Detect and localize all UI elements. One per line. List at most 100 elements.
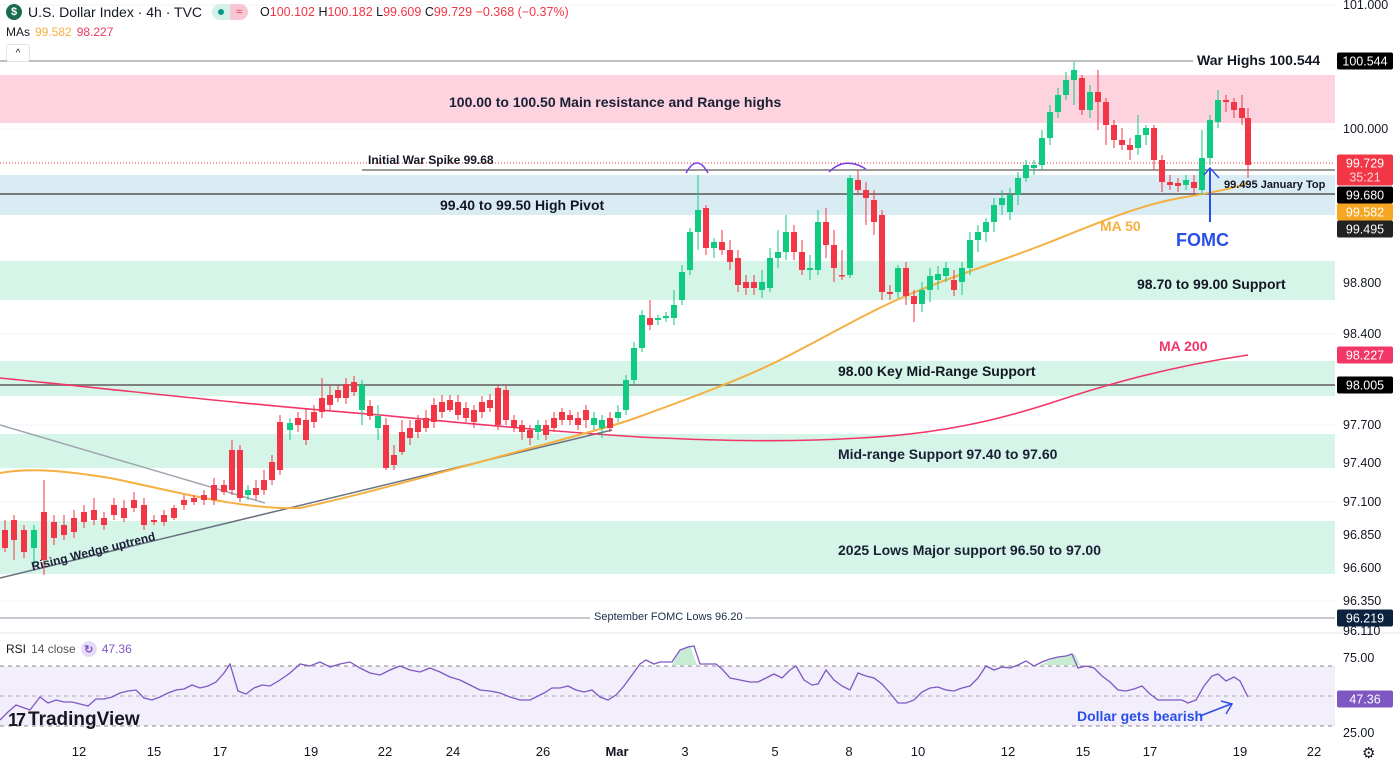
rsi-line xyxy=(0,645,1249,721)
candle xyxy=(439,402,445,412)
rsi-legend[interactable]: RSI 14 close ↻ 47.36 xyxy=(6,641,132,657)
candle xyxy=(799,252,805,270)
candle xyxy=(471,410,477,422)
candle xyxy=(1007,195,1013,212)
candle xyxy=(487,400,493,408)
symbol-title[interactable]: U.S. Dollar Index · 4h · TVC xyxy=(28,4,203,20)
candle xyxy=(1071,70,1077,80)
candle xyxy=(551,418,557,428)
price-tick: 96.110 xyxy=(1343,624,1381,638)
candle xyxy=(791,232,797,252)
time-tick: Mar xyxy=(605,744,629,759)
tradingview-logo[interactable]: 17 TradingView xyxy=(8,709,140,730)
support-zone-9870 xyxy=(0,261,1335,300)
candle xyxy=(495,388,501,425)
price-tick: 101.000 xyxy=(1343,0,1389,12)
candle xyxy=(91,510,97,520)
candle xyxy=(1239,108,1245,118)
main-resistance-zone xyxy=(0,75,1335,123)
candle xyxy=(455,402,461,415)
candle xyxy=(703,208,709,248)
time-tick: 19 xyxy=(1232,744,1248,759)
candle xyxy=(519,425,525,432)
candle xyxy=(855,180,861,190)
candle xyxy=(927,276,933,290)
time-tick: 12 xyxy=(1000,744,1016,759)
candle xyxy=(1151,128,1157,160)
candle xyxy=(743,282,749,288)
candle xyxy=(815,222,821,270)
candle xyxy=(863,190,869,198)
candle xyxy=(375,416,381,428)
candle xyxy=(527,430,533,438)
support-9870-label: 98.70 to 99.00 Support xyxy=(1137,276,1286,292)
candle xyxy=(287,423,293,430)
candle xyxy=(1063,80,1069,95)
candle xyxy=(11,520,17,540)
dollar-symbol-icon: $ xyxy=(6,4,22,20)
candle xyxy=(983,222,989,232)
main-resistance-label: 100.00 to 100.50 Main resistance and Ran… xyxy=(449,94,782,110)
candle xyxy=(479,402,485,412)
candle xyxy=(823,222,829,245)
candle xyxy=(101,518,107,525)
bearish-arrowhead-icon xyxy=(1220,700,1234,715)
symbol-legend[interactable]: $ U.S. Dollar Index · 4h · TVC ≈ O100.10… xyxy=(6,4,569,20)
time-tick: 17 xyxy=(212,744,228,759)
candle xyxy=(81,512,87,522)
candle xyxy=(351,382,357,392)
settings-gear-icon[interactable]: ⚙ xyxy=(1362,745,1376,762)
candle xyxy=(671,305,677,318)
candle xyxy=(253,488,259,495)
january-top-label: 99.495 January Top xyxy=(1224,179,1326,191)
price-tick: 96.850 xyxy=(1343,528,1382,542)
rsi-value-tag: 47.36 xyxy=(1337,690,1393,708)
key-mid-range-zone xyxy=(0,361,1335,396)
chevron-up-icon: ^ xyxy=(15,47,21,59)
candle xyxy=(1191,182,1197,188)
candle xyxy=(71,518,77,532)
price-tag: 35:21 xyxy=(1337,168,1393,186)
dollar-bearish-label: Dollar gets bearish xyxy=(1077,708,1204,724)
candle xyxy=(511,420,517,428)
candle xyxy=(767,258,773,288)
time-tick: 10 xyxy=(910,744,926,759)
candle xyxy=(735,258,741,285)
candle xyxy=(647,318,653,325)
candle xyxy=(1175,183,1181,186)
candle xyxy=(591,418,597,425)
time-tick: 26 xyxy=(535,744,551,759)
candle xyxy=(583,410,589,420)
time-tick: 12 xyxy=(71,744,87,759)
rsi-level-75: 75.00 xyxy=(1343,651,1375,665)
candle xyxy=(423,418,429,428)
candle xyxy=(887,292,893,294)
bearish-arrow xyxy=(1199,703,1232,717)
candle xyxy=(535,425,541,432)
candle xyxy=(245,490,251,495)
refresh-icon[interactable]: ↻ xyxy=(80,641,97,657)
candle xyxy=(599,420,605,428)
candle xyxy=(1103,102,1109,125)
candle xyxy=(719,242,725,250)
candle xyxy=(319,398,325,412)
descending-trendline xyxy=(0,424,266,504)
candle xyxy=(1231,102,1237,110)
key-mid-range-label: 98.00 Key Mid-Range Support xyxy=(838,363,1036,379)
market-status-pill[interactable]: ≈ xyxy=(212,4,249,20)
price-tick: 97.400 xyxy=(1343,456,1382,470)
candle xyxy=(1143,128,1149,135)
delayed-data-icon: ≈ xyxy=(230,4,249,20)
spike-arc-2 xyxy=(828,162,867,173)
high-pivot-zone xyxy=(0,175,1335,215)
time-tick: 3 xyxy=(681,744,689,759)
candle xyxy=(1207,120,1213,158)
ma-legend[interactable]: MAs 99.582 98.227 xyxy=(6,25,114,39)
collapse-legend-button[interactable]: ^ xyxy=(6,44,30,62)
fomc-arrowhead-icon xyxy=(1203,166,1220,179)
war-highs-label: War Highs 100.544 xyxy=(1197,52,1321,68)
candle xyxy=(935,274,941,280)
rsi-level-25: 25.00 xyxy=(1343,726,1375,740)
price-tag: 99.495 xyxy=(1337,220,1393,238)
